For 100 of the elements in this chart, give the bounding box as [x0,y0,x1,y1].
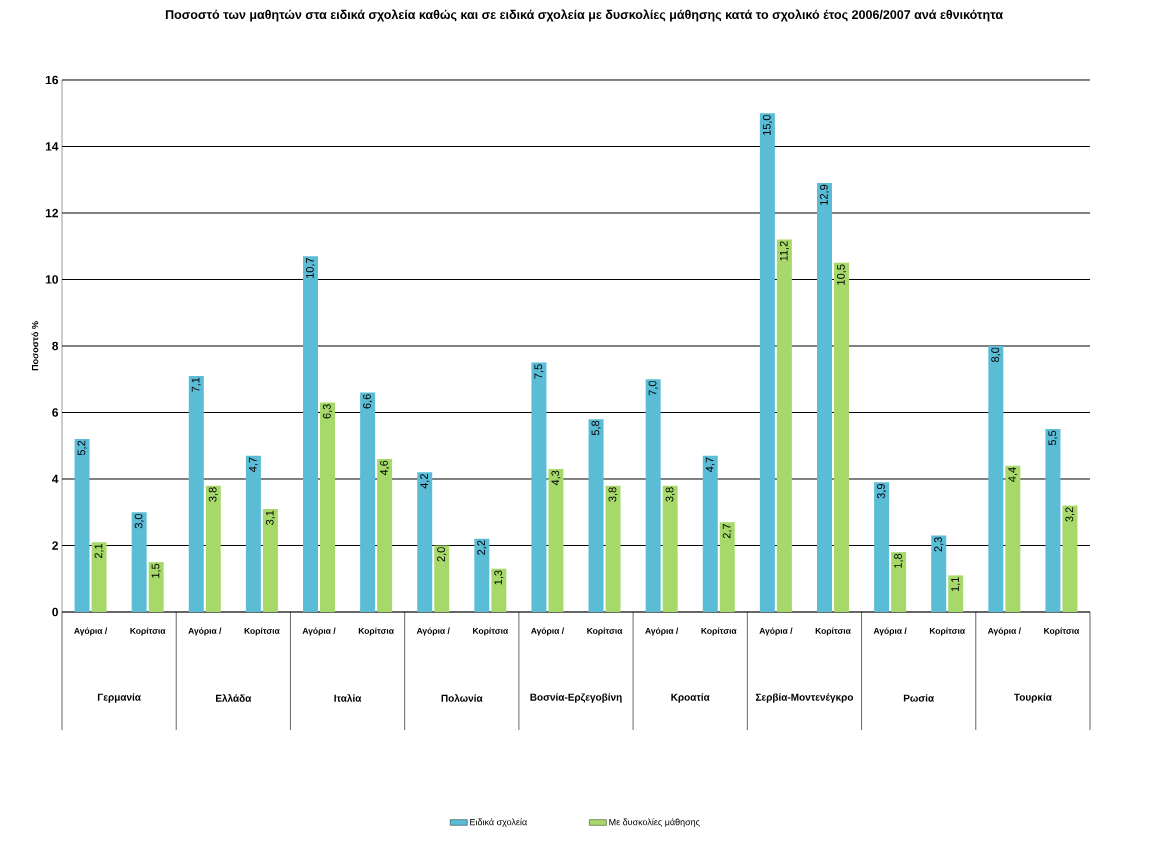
bar [303,256,318,612]
data-label: 4,7 [248,457,258,472]
bar [719,522,735,612]
text: Ιταλία [334,694,362,702]
y-axis-title: Ποσοστό % [31,321,39,371]
bar [262,508,278,612]
bar [188,375,204,612]
bar [417,472,433,612]
y-tick-label: 4 [51,474,59,484]
bar [988,345,1004,612]
data-label: 10,7 [305,257,316,278]
bar [1062,505,1078,612]
bar [588,419,604,612]
data-label: 1,3 [494,570,504,585]
bar [776,239,792,612]
data-label: 6,6 [363,394,373,409]
text: Ελλάδα [216,694,252,702]
y-tick-label: 14 [45,142,59,151]
x-tick-label: Κορίτσια [815,627,851,636]
bar [834,262,849,612]
data-label: 2,2 [477,540,487,555]
data-label: 3,0 [134,513,144,529]
y-tick-label: 6 [52,408,59,417]
bar [320,402,335,612]
data-label: 4,2 [420,474,430,489]
y-tick-label: 8 [52,341,59,351]
data-label: 3,2 [1065,507,1075,522]
bar [205,485,221,612]
chart-title: Ποσοστό των μαθητών στα ειδικά σχολεία καθώς και σε ειδικά σχολεία με δυσκολίες μάθησης κατά το σχολικό έτος 2006/2007 ανά εθνικότητα [165,9,1003,22]
bar [891,552,907,612]
bar [645,379,661,612]
data-label: 7,1 [191,377,201,392]
bar [360,392,376,612]
data-label: 3,8 [208,487,218,502]
bar [377,459,393,612]
data-label: 4,6 [380,460,390,476]
data-label: 4,7 [705,457,715,472]
bar [759,113,775,612]
data-label: 2,0 [437,547,447,562]
data-label: 1,8 [894,553,904,568]
data-label: 2,7 [722,523,732,539]
data-label: 1,5 [151,563,161,578]
bar [531,362,547,612]
bar [74,439,90,612]
data-label: 3,1 [265,510,275,525]
x-tick-label: Αγόρια / [759,627,793,636]
x-tick-label: Αγόρια / [302,627,336,636]
data-label: 3,8 [665,487,675,502]
x-tick-label: Κορίτσια [587,627,623,636]
data-label: 3,8 [608,487,618,502]
x-tick-label: Αγόρια / [74,627,108,636]
data-label: 12,9 [819,184,830,205]
bar [131,512,147,612]
bar [1005,465,1021,612]
y-tick-label: 2 [52,541,58,550]
data-label: 8,0 [991,347,1001,363]
bar [931,535,947,612]
bar [474,538,490,612]
x-tick-label: Κορίτσια [244,627,280,636]
y-tick-label: 16 [45,75,59,85]
data-label: 5,8 [591,420,601,436]
bar [548,469,564,612]
data-label: 4,3 [551,470,561,486]
bar [91,542,107,612]
legend-label: Με δυσκολίες μάθησης [609,818,700,827]
y-tick-label: 12 [45,208,58,218]
legend-label: Ειδικά σχολεία [470,818,527,827]
text: Ρωσία [903,694,935,702]
bar [662,485,678,612]
x-tick-label: Αγόρια / [987,627,1021,636]
data-label: 2,3 [934,537,944,552]
text: Κροατία [671,693,710,703]
x-tick-label: Κορίτσια [473,627,509,636]
bar [245,455,261,612]
data-label: 11,2 [779,241,789,261]
bar [948,575,964,612]
bar [148,562,164,612]
data-label: 5,5 [1048,430,1058,446]
text: Βοσνία-Ερζεγοβίνη [530,693,622,703]
text: Σερβία-Μοντενέγκρο [755,693,854,703]
bar [874,482,890,612]
data-label: 2,1 [94,543,104,559]
data-label: 15,0 [762,114,772,136]
x-tick-label: Αγόρια / [416,627,450,636]
data-label: 5,2 [77,440,87,456]
bar [491,568,507,612]
data-label: 1,1 [951,577,961,592]
x-tick-label: Κορίτσια [358,627,394,636]
y-tick-label: 10 [45,275,58,284]
x-tick-label: Κορίτσια [701,627,737,636]
x-tick-label: Κορίτσια [130,627,166,636]
y-tick-label: 0 [52,607,58,617]
x-tick-label: Αγόρια / [645,627,679,636]
data-label: 3,9 [877,484,887,499]
data-label: 7,5 [534,364,544,379]
text: Πολωνία [441,694,483,702]
data-label: 4,4 [1008,467,1018,482]
x-tick-label: Κορίτσια [1044,627,1080,636]
x-tick-label: Κορίτσια [929,627,965,636]
bar [816,183,832,612]
